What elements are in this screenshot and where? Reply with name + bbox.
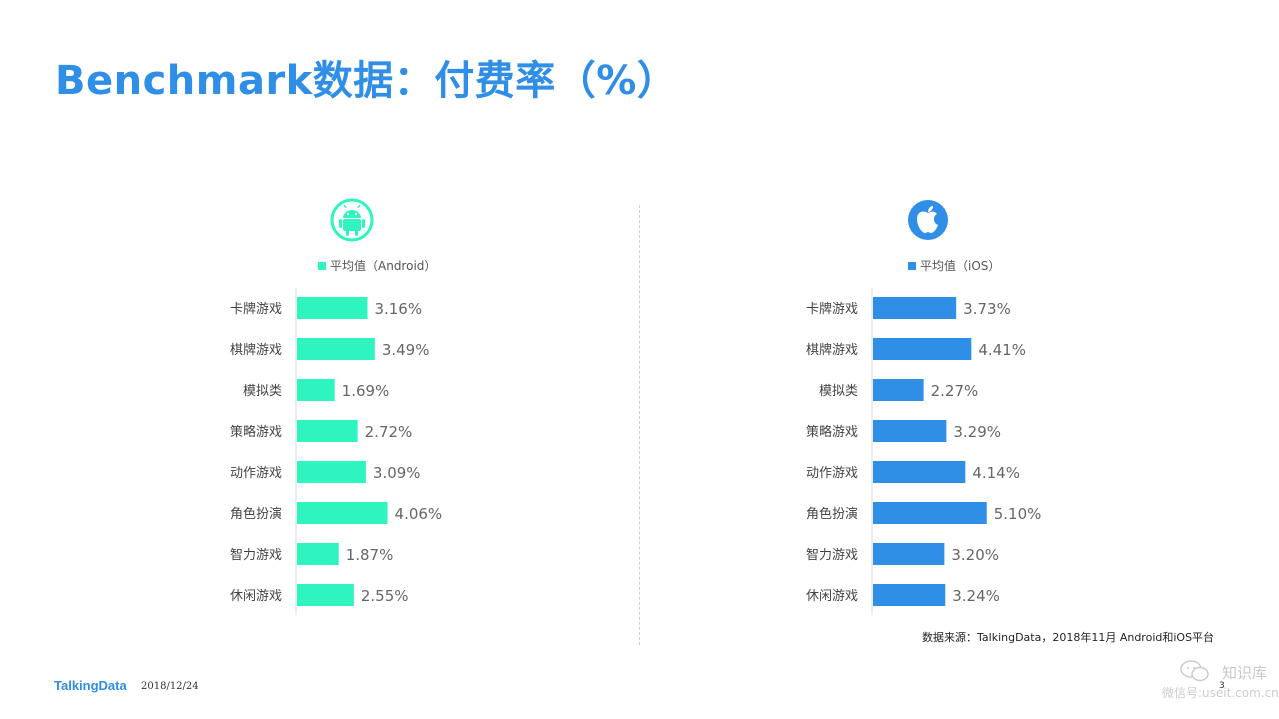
talkingdata-logo: TalkingData [54,678,127,693]
android-bar [297,502,388,524]
ios-value-label: 3.24% [952,587,1000,605]
ios-category-label: 卡牌游戏 [806,301,858,317]
ios-value-label: 4.41% [978,341,1026,359]
android-category-label: 角色扮演 [230,506,282,522]
android-category-label: 休闲游戏 [230,589,282,604]
android-category-label: 智力游戏 [230,548,282,563]
ios-bar [873,420,947,442]
ios-category-label: 智力游戏 [806,548,858,563]
android-category-label: 动作游戏 [230,466,282,481]
ios-value-label: 5.10% [994,505,1042,523]
ios-value-label: 3.20% [951,546,999,564]
android-bar [297,543,339,565]
apple-icon [908,200,948,240]
ios-category-label: 角色扮演 [806,506,858,522]
android-category-label: 棋牌游戏 [230,342,282,358]
ios-category-label: 棋牌游戏 [806,342,858,358]
android-value-label: 1.87% [346,546,394,564]
android-bar [297,584,354,606]
android-category-label: 模拟类 [243,384,282,399]
legend-ios-swatch [908,261,916,270]
ios-category-label: 休闲游戏 [806,589,858,604]
ios-bar [873,584,946,606]
ios-bar [873,461,966,483]
ios-bar [873,338,972,360]
ios-category-label: 策略游戏 [806,424,858,440]
android-value-label: 1.69% [342,382,390,400]
android-bar [297,461,366,483]
android-bar [297,420,358,442]
android-value-label: 3.49% [382,341,430,359]
page-number: 3 [1219,681,1225,691]
android-bar [297,379,335,401]
android-category-label: 卡牌游戏 [230,301,282,317]
legend-ios: 平均值（iOS） [908,257,1000,274]
android-value-label: 3.09% [373,464,421,482]
ios-value-label: 3.29% [953,423,1001,441]
android-bar [297,297,368,319]
ios-value-label: 4.14% [972,464,1020,482]
legend-android-label: 平均值（Android） [330,259,437,273]
legend-ios-label: 平均值（iOS） [920,259,1001,273]
ios-category-label: 动作游戏 [806,466,858,481]
chart-divider [639,205,640,645]
android-value-label: 2.72% [365,423,413,441]
android-bar [297,338,375,360]
android-value-label: 3.16% [374,300,422,318]
ios-bar [873,297,957,319]
android-icon [330,198,374,242]
android-value-label: 2.55% [361,587,409,605]
ios-category-label: 模拟类 [819,384,858,399]
watermark-title: 知识库 [1222,664,1268,682]
data-source: 数据来源：TalkingData，2018年11月 Android和iOS平台 [922,631,1215,644]
ios-bar [873,502,987,524]
ios-value-label: 3.73% [963,300,1011,318]
legend-android: 平均值（Android） [318,257,436,274]
page-title: Benchmark数据：付费率（%） [55,58,678,104]
ios-bar [873,543,945,565]
ios-value-label: 2.27% [931,382,979,400]
legend-android-swatch [318,261,326,270]
android-category-label: 策略游戏 [230,424,282,440]
wechat-icon [1180,660,1209,682]
ios-bar [873,379,924,401]
watermark-subtitle: 微信号:useit.com.cn [1162,686,1279,700]
android-value-label: 4.06% [395,505,443,523]
footer-date: 2018/12/24 [141,681,199,692]
